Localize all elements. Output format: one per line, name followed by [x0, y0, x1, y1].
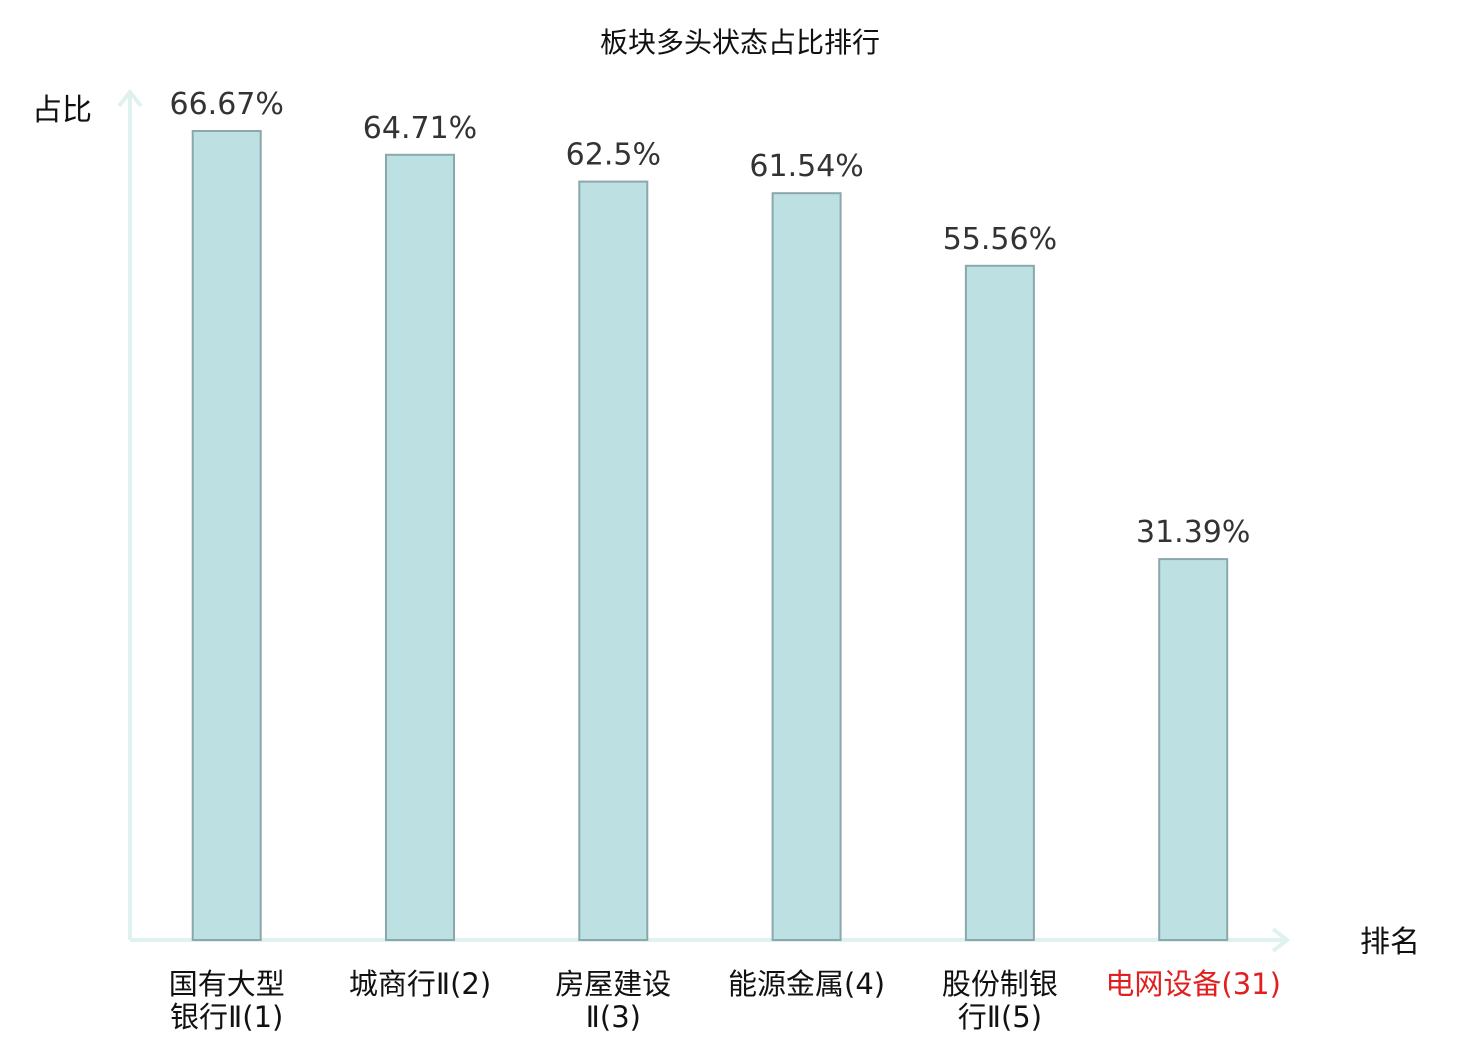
tick-label-line: 房屋建设 [555, 967, 671, 1001]
tick-label-highlighted: 电网设备(31) [1105, 967, 1281, 1001]
tick-label-line: 城商行Ⅱ(2) [349, 967, 491, 1001]
data-label: 66.67% [170, 87, 284, 122]
tick-label-line: Ⅱ(3) [586, 1000, 641, 1034]
y-axis-label: 占比 [32, 93, 92, 128]
tick-label: 能源金属(4) [728, 967, 885, 1001]
tick-label-line: 行Ⅱ(5) [958, 1000, 1042, 1034]
tick-label: 房屋建设 Ⅱ(3) [555, 967, 671, 1034]
bar [578, 180, 649, 942]
tick-label: 股份制银行Ⅱ(5) [942, 967, 1058, 1034]
tick-label-line: 国有大型 [169, 967, 285, 1001]
value-labels-layer: 66.67% 64.71% 62.5% 61.54% 55.56% 31.39% [170, 87, 1251, 550]
bar [191, 130, 262, 941]
data-label: 62.5% [566, 138, 661, 173]
tick-label-line: 股份制银 [942, 967, 1058, 1001]
data-label: 31.39% [1136, 515, 1250, 550]
bar [385, 153, 455, 942]
x-axis-label: 排名 [1360, 925, 1420, 960]
bar [771, 192, 842, 941]
bar [1158, 558, 1229, 941]
tick-label-line: 能源金属(4) [728, 967, 885, 1001]
bar [964, 264, 1035, 941]
data-label: 61.54% [749, 149, 863, 184]
tick-labels-layer: 国有大型银行Ⅱ(1) 城商行Ⅱ(2) 房屋建设 Ⅱ(3) 能源金属(4) 股份制银行Ⅱ(5… [169, 967, 1281, 1034]
bars-layer [191, 130, 1229, 942]
tick-label-line: 银行Ⅱ(1) [170, 1000, 283, 1034]
tick-label: 国有大型银行Ⅱ(1) [169, 967, 285, 1034]
chart-title: 板块多头状态占比排行 [600, 26, 880, 59]
y-axis-arrowhead [117, 88, 143, 108]
data-label: 64.71% [363, 111, 477, 146]
x-axis-arrowhead [1271, 927, 1291, 953]
tick-label-line: 电网设备(31) [1105, 967, 1281, 1001]
tick-label: 城商行Ⅱ(2) [349, 967, 491, 1001]
data-label: 55.56% [943, 222, 1057, 257]
